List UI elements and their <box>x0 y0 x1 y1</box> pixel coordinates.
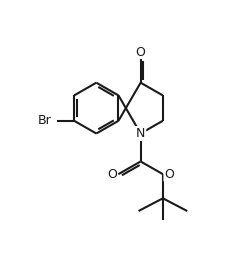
Text: N: N <box>136 127 145 140</box>
Text: O: O <box>107 168 117 181</box>
Text: O: O <box>136 45 146 58</box>
Text: O: O <box>164 168 174 181</box>
Text: Br: Br <box>38 114 52 127</box>
